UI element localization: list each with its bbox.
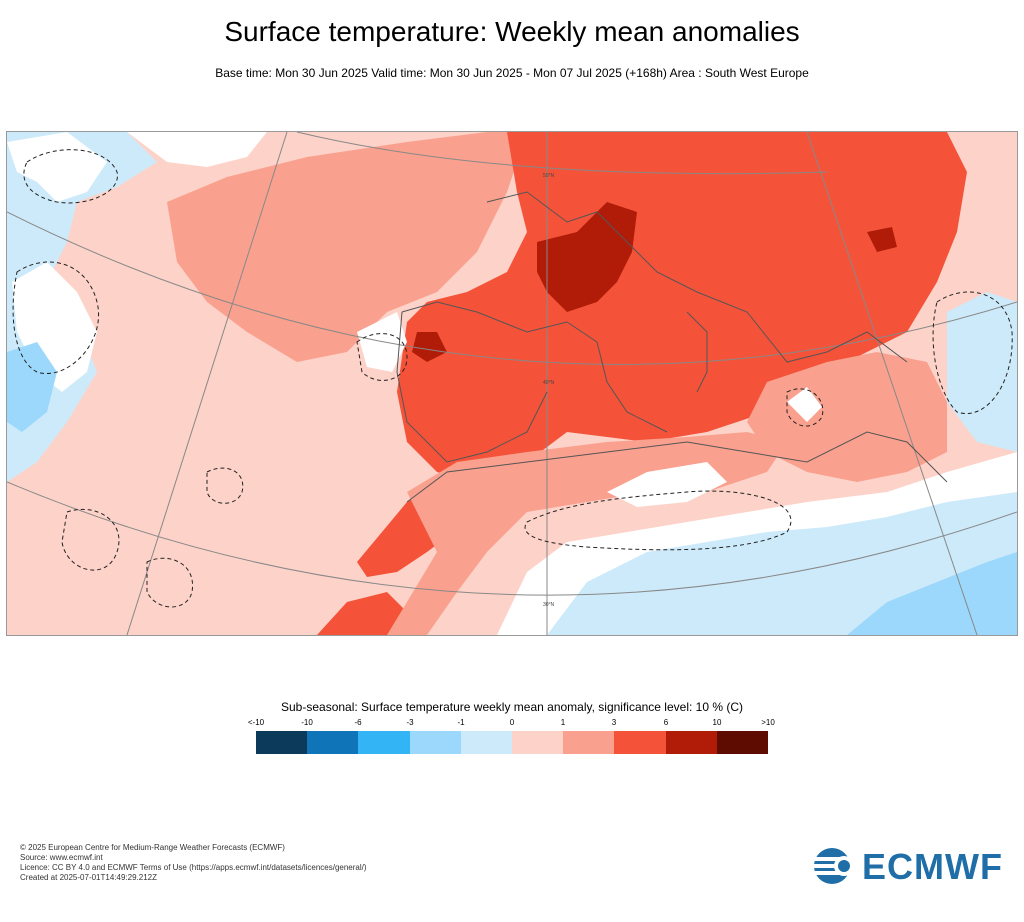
graticule-label-50n: 50°N bbox=[543, 173, 555, 179]
legend-tick: 10 bbox=[712, 718, 722, 727]
footer-source: Source: www.ecmwf.int bbox=[20, 853, 103, 862]
graticule-parallel-30 bbox=[7, 481, 1017, 596]
graticule bbox=[7, 132, 1017, 635]
anomaly-6-10-iberia bbox=[412, 332, 447, 362]
footer: © 2025 European Centre for Medium-Range … bbox=[20, 843, 367, 883]
coastline-sardinia bbox=[686, 311, 708, 393]
contour-9 bbox=[23, 149, 118, 204]
coastline-north bbox=[486, 191, 908, 363]
contour-7 bbox=[932, 291, 1013, 414]
neutral-atlas bbox=[607, 462, 727, 507]
legend-tick: 0 bbox=[509, 718, 515, 727]
coastline-iberia-north bbox=[401, 301, 668, 433]
legend-color-swatch bbox=[665, 731, 717, 754]
legend-tick: -10 bbox=[301, 718, 313, 727]
contour-2 bbox=[61, 508, 120, 571]
cool-region-east-med bbox=[947, 292, 1017, 452]
graticule-parallel-50 bbox=[296, 132, 828, 175]
anomaly-6-10-balkans bbox=[867, 227, 897, 252]
anomaly-map: 50°N 40°N 30°N bbox=[6, 131, 1018, 636]
anomaly-1-3-east-med bbox=[747, 352, 947, 482]
legend-color-swatch bbox=[358, 731, 410, 754]
contour-1 bbox=[12, 261, 99, 374]
coastline-iberia bbox=[396, 311, 548, 463]
legend-colorbar bbox=[256, 731, 769, 754]
legend-tick: -6 bbox=[354, 718, 362, 727]
coastline-north-africa bbox=[406, 431, 948, 503]
coastlines bbox=[396, 191, 948, 503]
legend-color-swatch bbox=[512, 731, 564, 754]
significance-contours bbox=[12, 149, 1013, 608]
cool-region-sahara-blue-2 bbox=[847, 552, 1017, 635]
legend-color-swatch bbox=[256, 731, 308, 754]
legend-tick: 1 bbox=[560, 718, 566, 727]
ecmwf-logo-icon bbox=[814, 848, 858, 884]
graticule-meridian-east bbox=[806, 132, 978, 635]
legend-tick-labels: <-10 -10 -6 -3 -1 0 1 3 6 10 >10 bbox=[248, 718, 775, 730]
map-title: Surface temperature: Weekly mean anomali… bbox=[224, 16, 800, 47]
ecmwf-logo: ECMWF bbox=[812, 846, 1008, 887]
legend-color-swatch bbox=[307, 731, 359, 754]
ecmwf-logo-text: ECMWF bbox=[862, 846, 1003, 887]
cool-region-atlantic-west-3 bbox=[7, 342, 57, 432]
anomaly-6-10-france bbox=[537, 202, 637, 312]
map-subtitle: Base time: Mon 30 Jun 2025 Valid time: M… bbox=[215, 66, 809, 80]
contour-6 bbox=[786, 388, 824, 427]
legend-color-swatch bbox=[716, 731, 769, 754]
cool-region-north-sea bbox=[127, 132, 267, 167]
legend-color-swatch bbox=[460, 731, 513, 754]
contour-4 bbox=[356, 333, 408, 381]
neutral-sardinia bbox=[787, 387, 822, 422]
legend-color-swatch bbox=[409, 731, 461, 754]
footer-copyright: © 2025 European Centre for Medium-Range … bbox=[20, 843, 285, 852]
footer-created: Created at 2025-07-01T14:49:29.212Z bbox=[20, 873, 157, 882]
legend-tick: -1 bbox=[457, 718, 465, 727]
legend-tick: -3 bbox=[406, 718, 414, 727]
legend-tick: 6 bbox=[663, 718, 669, 727]
cool-region-atlantic-northwest bbox=[7, 132, 107, 202]
legend-title: Sub-seasonal: Surface temperature weekly… bbox=[281, 700, 743, 714]
legend-color-swatch bbox=[563, 731, 615, 754]
anomaly-3-6-southwest bbox=[317, 592, 407, 635]
footer-licence: Licence: CC BY 4.0 and ECMWF Terms of Us… bbox=[20, 863, 367, 872]
graticule-label-30n: 30°N bbox=[543, 602, 555, 608]
legend-tick: >10 bbox=[761, 718, 775, 727]
anomaly-1-3-atlantic bbox=[167, 132, 527, 362]
anomaly-map-svg: 50°N 40°N 30°N bbox=[7, 132, 1017, 635]
legend-tick: <-10 bbox=[247, 718, 265, 727]
contour-3 bbox=[206, 467, 244, 504]
legend-tick: 3 bbox=[611, 718, 617, 727]
graticule-parallel-40 bbox=[7, 211, 1017, 365]
contour-5 bbox=[524, 490, 792, 551]
anomaly-3-6-main bbox=[397, 132, 967, 482]
graticule-label-40n: 40°N bbox=[543, 380, 555, 386]
graticule-meridian-west bbox=[126, 132, 288, 635]
legend-color-swatch bbox=[614, 731, 666, 754]
